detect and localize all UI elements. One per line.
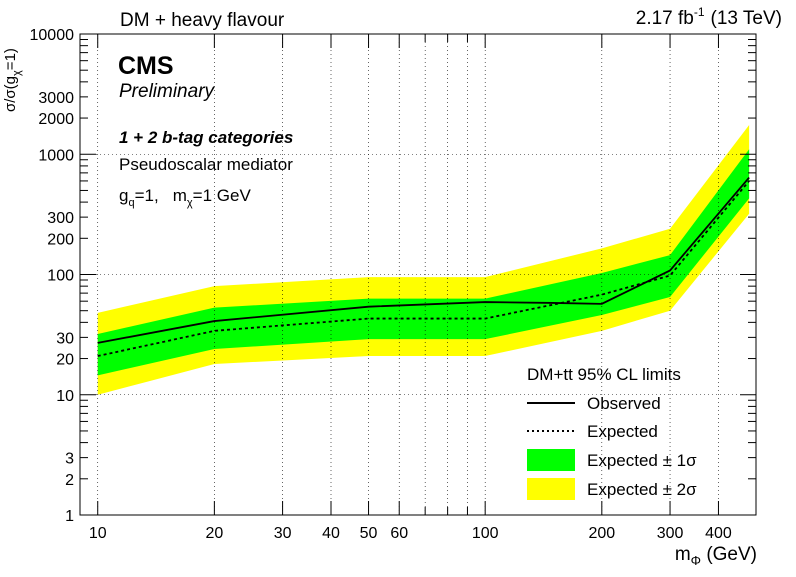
energy-label: (13 TeV) [711,8,782,29]
x-tick-label: 300 [657,525,684,542]
lumi-exponent: -1 [694,5,705,19]
y-tick-label: 10 [56,388,74,405]
y-tick-label: 3 [65,451,74,468]
y-tick-label: 20 [56,352,74,369]
x-tick-label: 30 [274,525,292,542]
x-axis-label: mΦ (GeV) [675,544,757,568]
y-axis-label-sub: χ [11,70,23,76]
y-tick-label: 1000 [38,147,74,164]
x-axis-label-main: m [675,544,691,565]
x-tick-label: 50 [360,525,378,542]
grid-layer [80,34,756,515]
mediator-label: Pseudoscalar mediator [119,155,293,174]
y-tick-label: 3000 [38,90,74,107]
expected-line [97,180,750,357]
legend-1sigma-label: Expected ± 1σ [587,451,697,470]
tick-labels-layer: 10 20 30 40 50 60 100 200 300 400 1 2 3 10 20 30 100 200 3… [30,27,732,542]
status-label: Preliminary [119,81,216,102]
coupling-mx-sub: χ [187,197,193,209]
legend-2sigma-swatch [527,478,575,500]
experiment-label: CMS [118,52,174,80]
coupling-mx: m [173,186,187,205]
y-tick-label: 10000 [30,27,75,44]
lines-layer [97,176,750,357]
legend-title: DM+tt 95% CL limits [527,365,681,384]
x-tick-label: 10 [89,525,107,542]
lumi-label: 2.17 fb-1 (13 TeV) [636,5,782,29]
y-tick-label: 30 [56,330,74,347]
y-tick-label: 1 [65,508,74,525]
x-axis-label-sub: Φ [691,553,701,568]
x-tick-label: 40 [322,525,340,542]
observed-line [97,176,750,344]
coupling-gq: g [119,186,128,205]
x-tick-label: 100 [472,525,499,542]
y-axis-label: σ/σ(gχ=1) [2,48,23,112]
legend: DM+tt 95% CL limits Observed Expected Ex… [527,365,697,500]
legend-2sigma-label: Expected ± 2σ [587,480,697,499]
x-tick-label: 60 [390,525,408,542]
coupling-gq-sub: q [128,197,134,209]
legend-1sigma-swatch [527,449,575,471]
y-axis-label-suffix: =1) [2,48,19,70]
y-axis-label-prefix: σ/σ(g [2,76,19,112]
bands-layer [97,125,750,395]
x-tick-label: 20 [205,525,223,542]
band-1sigma [97,149,750,376]
lumi-value: 2.17 fb [636,8,694,29]
coupling-gq-val: =1, [135,186,159,205]
chart-title: DM + heavy flavour [120,10,285,31]
y-tick-label: 2 [65,472,74,489]
y-tick-label: 2000 [38,111,74,128]
x-axis-label-unit: (GeV) [701,544,757,565]
ticks-layer [79,33,757,516]
coupling-label: gq=1, mχ=1 GeV [119,186,251,209]
legend-expected-label: Expected [587,422,658,441]
x-tick-label: 200 [588,525,615,542]
y-tick-label: 100 [47,268,74,285]
category-label: 1 + 2 b-tag categories [119,128,293,147]
coupling-mx-val: =1 GeV [193,186,252,205]
legend-observed-label: Observed [587,394,661,413]
y-tick-label: 300 [47,210,74,227]
y-tick-label: 200 [47,231,74,248]
x-tick-label: 400 [705,525,732,542]
